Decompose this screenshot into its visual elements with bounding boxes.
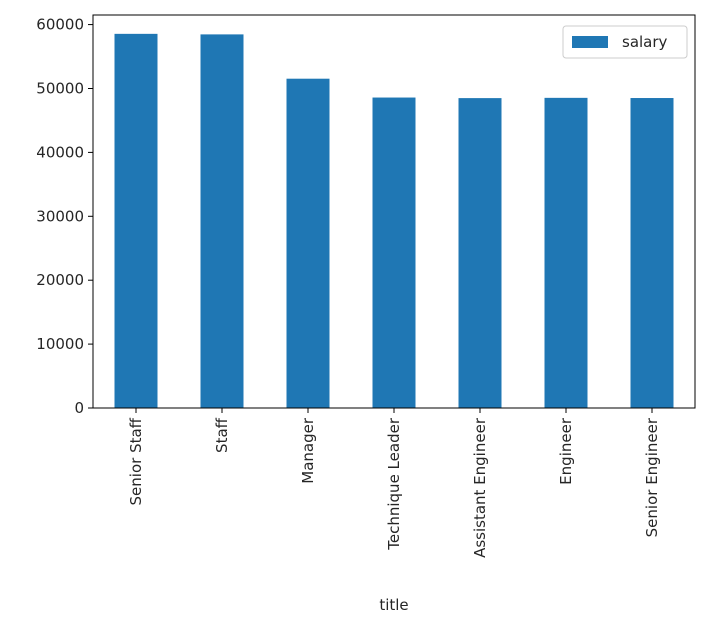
- y-tick-label: 0: [74, 399, 84, 417]
- legend-label: salary: [622, 33, 668, 51]
- bar-manager: [286, 78, 330, 408]
- legend: salary: [562, 25, 688, 59]
- y-axis-ticks: 0 10000 20000 30000 40000 50000 60000: [36, 16, 93, 417]
- x-tick-label: Staff: [213, 417, 231, 453]
- x-tick-label: Senior Engineer: [643, 417, 661, 537]
- bar-engineer: [544, 97, 588, 408]
- bar-staff: [200, 34, 244, 408]
- x-tick-label: Engineer: [557, 417, 575, 485]
- bar-assistant-engineer: [458, 98, 502, 409]
- y-tick-label: 50000: [36, 79, 84, 97]
- plot-frame: [92, 14, 696, 409]
- x-tick-label: Manager: [299, 417, 317, 484]
- legend-box: [562, 25, 688, 59]
- y-tick-label: 20000: [36, 271, 84, 289]
- y-tick-label: 30000: [36, 207, 84, 225]
- bar-senior-staff: [114, 33, 158, 408]
- y-tick-label: 40000: [36, 143, 84, 161]
- x-tick-label: Senior Staff: [127, 417, 145, 505]
- bar-technique-leader: [372, 97, 416, 408]
- x-tick-label: Assistant Engineer: [471, 417, 489, 558]
- y-tick-label: 10000: [36, 335, 84, 353]
- x-axis-label: title: [379, 596, 408, 614]
- bars-group: [114, 33, 674, 409]
- y-tick-label: 60000: [36, 16, 84, 34]
- bar-senior-engineer: [630, 98, 674, 408]
- x-tick-label: Technique Leader: [385, 417, 403, 551]
- x-axis-ticks: Senior Staff Staff Manager Technique Leader…: [127, 408, 661, 558]
- legend-swatch: [572, 36, 608, 48]
